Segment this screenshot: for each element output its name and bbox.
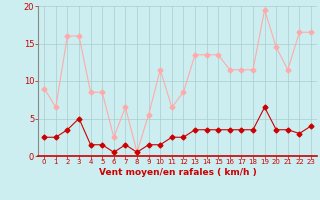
X-axis label: Vent moyen/en rafales ( km/h ): Vent moyen/en rafales ( km/h ): [99, 168, 256, 177]
